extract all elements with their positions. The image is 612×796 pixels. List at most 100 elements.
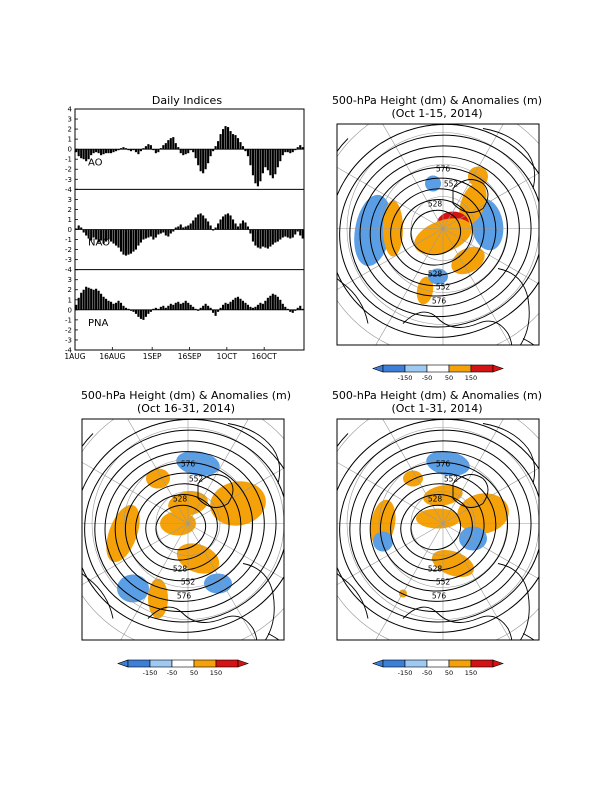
meridian	[337, 461, 444, 524]
y-tick-label: 0	[68, 306, 72, 314]
height-contour	[390, 483, 485, 571]
bar-ao	[102, 149, 105, 155]
contour-label: 528	[428, 495, 443, 504]
bar-nao	[169, 229, 172, 234]
bar-nao	[259, 229, 262, 249]
bar-ao	[217, 141, 220, 150]
bar-ao	[172, 137, 175, 150]
y-tick-label: 1	[68, 296, 72, 304]
colorbar-label: 50	[445, 669, 453, 677]
bar-ao	[301, 147, 304, 150]
bar-nao	[229, 215, 232, 230]
bar-nao	[149, 229, 152, 237]
bar-pna	[199, 307, 202, 310]
bar-pna	[204, 303, 207, 310]
x-tick-label: 1OCT	[217, 352, 238, 361]
bar-pna	[117, 300, 120, 310]
bar-nao	[224, 214, 227, 230]
bar-ao	[256, 149, 259, 187]
bar-pna	[209, 307, 212, 310]
bar-pna	[239, 298, 242, 310]
y-tick-label: -4	[65, 186, 73, 194]
colorbar-segment	[382, 364, 406, 373]
coastline	[497, 563, 530, 640]
bar-pna	[114, 302, 118, 310]
y-tick-label: 2	[68, 286, 72, 294]
bar-nao	[97, 229, 100, 243]
bar-nao	[162, 229, 165, 233]
bar-nao	[95, 229, 98, 240]
bar-nao	[207, 221, 210, 230]
bar-nao	[109, 229, 113, 242]
map2-subtitle: (Oct 16-31, 2014)	[137, 402, 235, 415]
contour-label: 576	[436, 460, 451, 469]
bar-nao	[184, 226, 187, 230]
bar-nao	[219, 219, 222, 230]
index-panel-ao: 4 3 2 1 0 -1 -2 -3 -4 AO	[65, 106, 304, 194]
bar-pna	[105, 298, 108, 310]
height-contour	[339, 134, 539, 328]
meridian	[375, 228, 444, 345]
colorbar-arrow-left	[117, 659, 129, 668]
bar-pna	[192, 306, 195, 310]
bar-ao	[134, 149, 138, 153]
x-tick-label: 1AUG	[64, 352, 85, 361]
bar-ao	[284, 149, 287, 153]
bar-nao	[279, 229, 282, 240]
bar-pna	[281, 303, 284, 310]
colorbar-label: 50	[445, 374, 453, 382]
bar-pna	[194, 308, 197, 310]
bar-ao	[105, 149, 108, 154]
height-contour	[135, 483, 230, 571]
contour-label: 528	[428, 565, 443, 574]
bar-pna	[112, 303, 115, 310]
bar-nao	[119, 229, 123, 252]
bar-ao	[132, 149, 135, 151]
map1-title: 500-hPa Height (dm) & Anomalies (m)	[332, 94, 542, 107]
bar-pna	[137, 309, 140, 317]
bar-ao	[266, 149, 269, 171]
bar-nao	[80, 227, 83, 230]
bar-ao	[276, 149, 279, 168]
colorbar-segment	[382, 659, 406, 668]
y-tick-label: -1	[65, 316, 72, 324]
bar-ao	[187, 149, 190, 154]
bar-ao	[152, 149, 155, 151]
bar-nao	[194, 217, 197, 230]
bar-pna	[284, 306, 287, 310]
bar-pna	[162, 305, 165, 310]
y-tick-label: 0	[68, 146, 72, 154]
bar-pna	[276, 296, 279, 310]
colorbar-label: 150	[465, 669, 477, 677]
contour-label: 528	[173, 495, 188, 504]
bar-pna	[174, 302, 177, 310]
bar-ao	[87, 149, 90, 160]
y-tick-label: 2	[68, 126, 72, 134]
y-tick-label: 0	[68, 226, 72, 234]
bar-pna	[157, 308, 160, 310]
bar-nao	[212, 229, 215, 231]
bar-pna	[261, 303, 264, 310]
bar-nao	[299, 229, 302, 236]
bar-nao	[85, 229, 88, 236]
bar-pna	[177, 301, 180, 310]
colorbar: -150 -50 50 150	[117, 659, 249, 677]
negative-anomaly	[459, 526, 487, 551]
bar-ao	[114, 149, 118, 152]
bar-pna	[217, 309, 220, 312]
map3-subtitle: (Oct 1-31, 2014)	[391, 402, 482, 415]
bar-pna	[132, 309, 135, 312]
y-tick-label: -3	[65, 256, 72, 264]
bar-ao	[194, 149, 197, 159]
bar-ao	[184, 149, 187, 155]
bar-ao	[234, 135, 237, 150]
bar-ao	[117, 149, 120, 151]
contour-label: 528	[428, 270, 443, 279]
contour-label: 552	[436, 578, 451, 587]
height-contour	[337, 419, 539, 633]
map-panel-oct-1-31: 500-hPa Height (dm) & Anomalies (m) (Oct…	[332, 389, 542, 677]
map-area: 576 552 528 528 552 576	[337, 419, 539, 640]
bar-pna	[279, 299, 282, 310]
height-contour	[410, 504, 462, 551]
contour-label: 528	[173, 565, 188, 574]
